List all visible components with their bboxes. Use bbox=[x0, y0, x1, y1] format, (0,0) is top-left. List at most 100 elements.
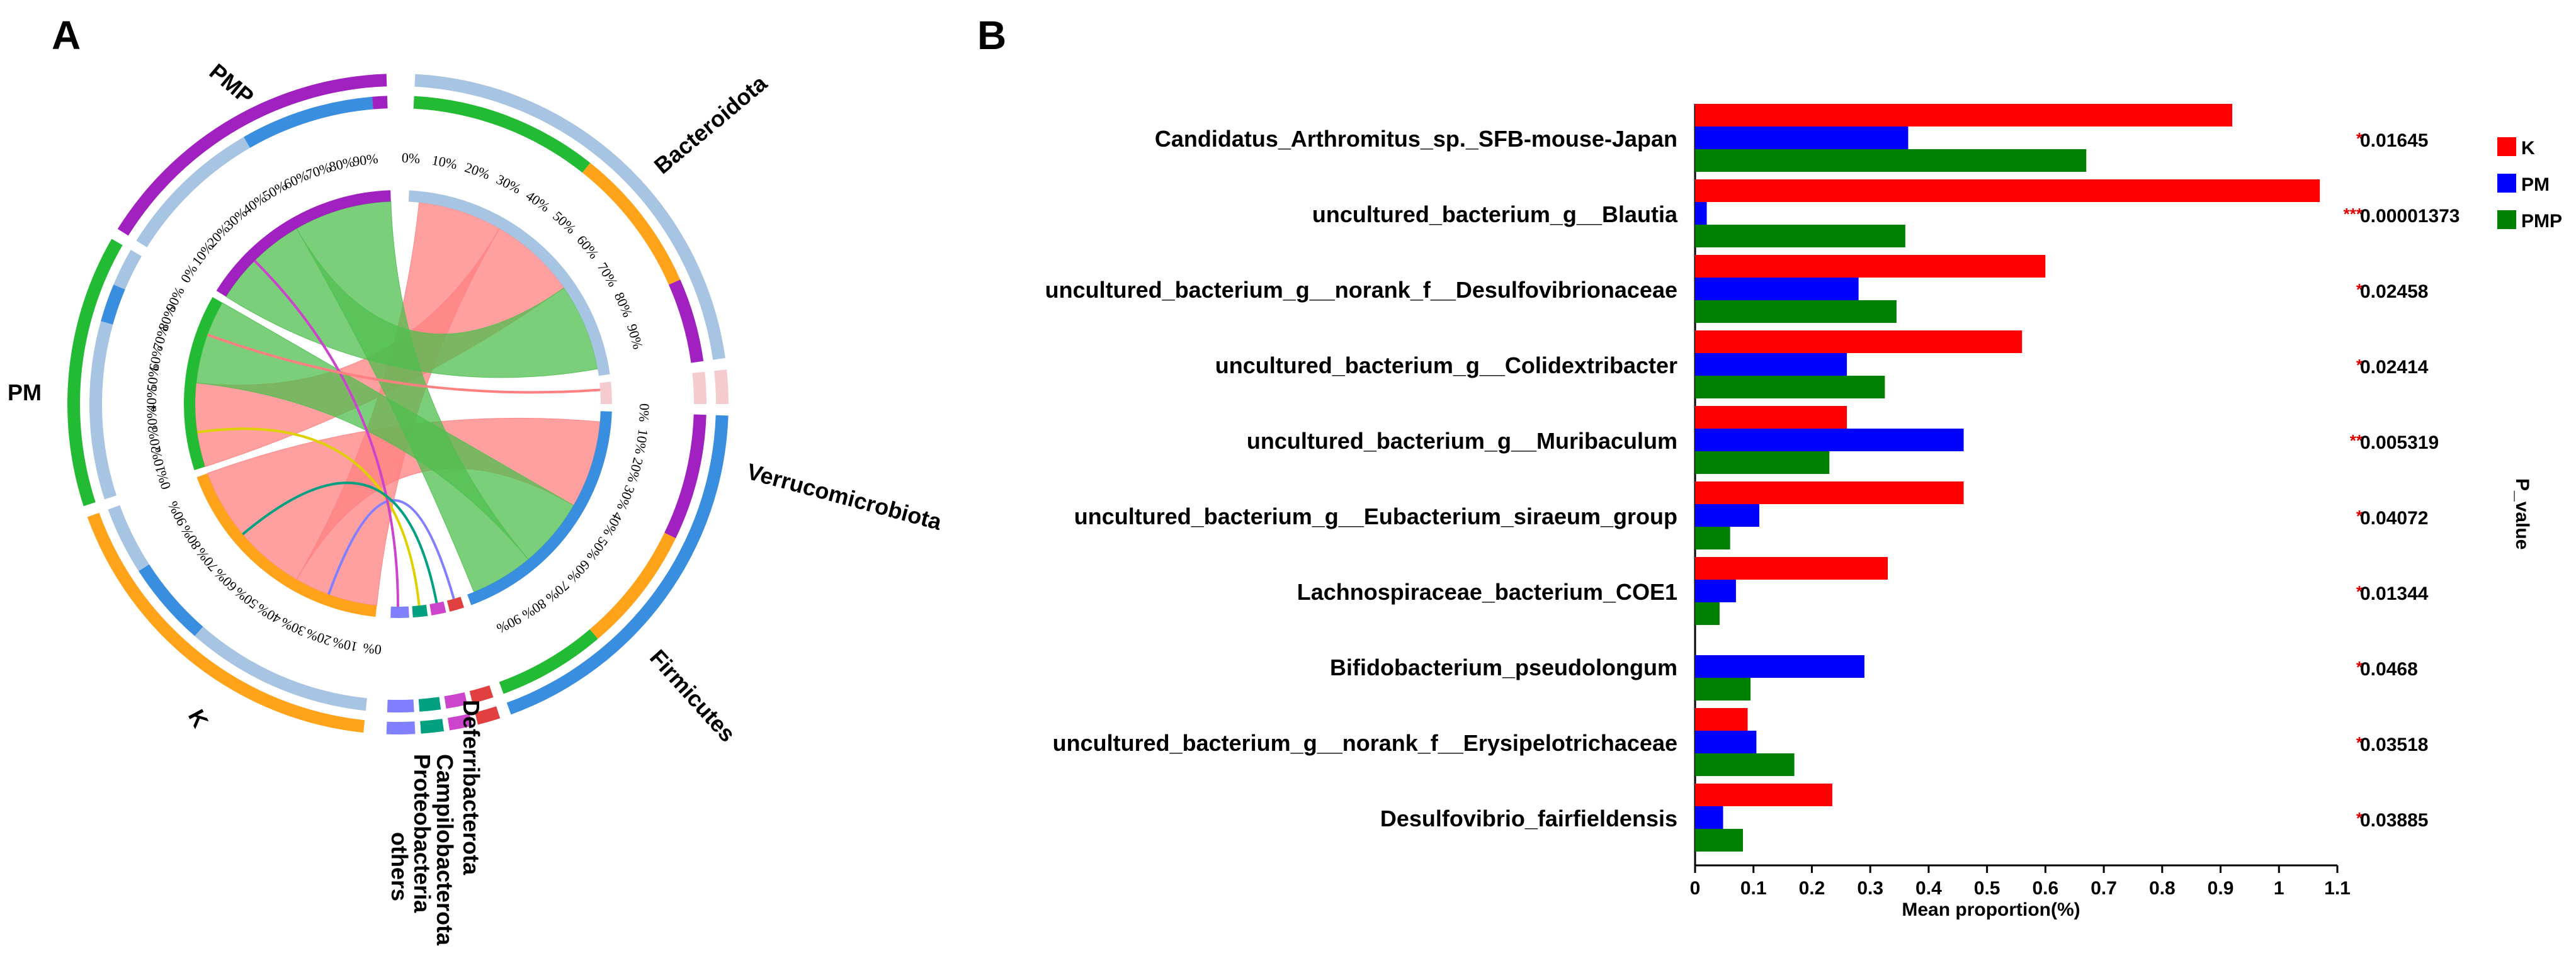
mid-ring-k-2 bbox=[108, 505, 149, 571]
percent-tick-firmicutes: 0% bbox=[636, 403, 652, 422]
percent-tick-pmp: 90% bbox=[352, 150, 379, 169]
bar-pm bbox=[1695, 353, 1847, 376]
bar-k bbox=[1695, 255, 2046, 278]
category-label: uncultured_bacterium_g__Blautia bbox=[1312, 201, 1678, 227]
bar-k bbox=[1695, 179, 2320, 202]
panel-b-letter: B bbox=[977, 13, 1006, 58]
bar-pmp bbox=[1695, 829, 1744, 852]
bar-k bbox=[1695, 406, 1847, 429]
chord-thin-link bbox=[242, 481, 438, 604]
percent-tick-bacteroidota: 10% bbox=[431, 152, 458, 172]
percent-tick-firmicutes: 70% bbox=[543, 578, 572, 606]
mid-ring-pm-2 bbox=[113, 250, 142, 290]
x-tick-label: 0.6 bbox=[2033, 878, 2059, 899]
significance-stars: * bbox=[2356, 356, 2363, 374]
inner-band-campilobacterota bbox=[429, 601, 446, 616]
percent-tick-bacteroidota: 60% bbox=[574, 232, 602, 262]
p-value: 0.0468 bbox=[2360, 659, 2418, 680]
category-label: uncultured_bacterium_g__norank_f__Desulf… bbox=[1045, 277, 1677, 303]
p-value: 0.02458 bbox=[2360, 281, 2428, 302]
panel-a-letter: A bbox=[52, 13, 81, 58]
x-tick-label: 0.9 bbox=[2208, 878, 2234, 899]
percent-tick-firmicutes: 30% bbox=[614, 483, 638, 513]
category-label: Candidatus_Arthromitus_sp._SFB-mouse-Jap… bbox=[1155, 126, 1677, 152]
mid-ring-pmp-0 bbox=[136, 137, 250, 247]
outer-ring-pm bbox=[67, 239, 123, 507]
inner-band-pm bbox=[184, 297, 223, 471]
x-axis-title: Mean proportion(%) bbox=[1902, 899, 2080, 920]
category-label: uncultured_bacterium_g__Eubacterium_sira… bbox=[1074, 503, 1677, 529]
chord-label-pm: PM bbox=[8, 380, 42, 405]
outer-ring-others bbox=[386, 721, 416, 734]
mid-ring-firmicutes-0 bbox=[664, 414, 706, 539]
chord-percent-ticks: 0%10%20%30%40%50%60%70%80%90%0%10%20%30%… bbox=[144, 150, 653, 658]
outer-ring-firmicutes bbox=[506, 415, 729, 715]
x-tick-label: 0.4 bbox=[1915, 878, 1942, 899]
x-tick-label: 1.1 bbox=[2324, 878, 2351, 899]
percent-tick-firmicutes: 60% bbox=[564, 557, 593, 587]
chord-thin-link bbox=[196, 427, 421, 606]
inner-band-deferribacterota bbox=[446, 597, 465, 612]
outer-ring-bacteroidota bbox=[414, 74, 725, 360]
percent-tick-bacteroidota: 80% bbox=[611, 290, 636, 320]
percent-tick-bacteroidota: 40% bbox=[523, 188, 553, 215]
mid-ring-bacteroidota-2 bbox=[669, 279, 704, 363]
percent-tick-pm: 20% bbox=[144, 426, 164, 454]
percent-tick-bacteroidota: 20% bbox=[463, 159, 492, 183]
legend-swatch-pm bbox=[2497, 174, 2516, 193]
inner-band-pmp bbox=[216, 190, 391, 297]
bar-pm bbox=[1695, 731, 1757, 753]
chord-label-bacteroidota: Bacteroidota bbox=[649, 70, 773, 179]
chord-label-pmp: PMP bbox=[205, 59, 259, 110]
bar-k bbox=[1695, 784, 1832, 806]
mid-ring-k-1 bbox=[139, 564, 203, 636]
significance-stars: * bbox=[2356, 809, 2363, 828]
mid-ring-verrucomicrobiota-0 bbox=[692, 371, 706, 404]
percent-tick-firmicutes: 10% bbox=[632, 428, 651, 456]
significance-stars: * bbox=[2356, 129, 2363, 148]
outer-ring-proteobacteria bbox=[420, 719, 445, 734]
percent-tick-k: 10% bbox=[331, 634, 360, 655]
p-value: 0.00001373 bbox=[2360, 206, 2460, 227]
significance-stars: * bbox=[2356, 582, 2363, 601]
chord-label-firmicutes: Firmicutes bbox=[645, 644, 740, 747]
category-label: Lachnospiraceae_bacterium_COE1 bbox=[1297, 579, 1677, 605]
legend-swatch-k bbox=[2497, 137, 2516, 156]
bar-pmp bbox=[1695, 149, 2087, 172]
chord-diagram: 0%10%20%30%40%50%60%70%80%90%0%10%20%30%… bbox=[8, 59, 945, 946]
percent-tick-firmicutes: 80% bbox=[519, 596, 549, 623]
chord-label-k: K bbox=[183, 706, 213, 732]
percent-tick-pm: 90% bbox=[162, 284, 188, 314]
legend-label-pmp: PMP bbox=[2521, 211, 2562, 232]
bar-k bbox=[1695, 481, 1964, 504]
bar-k bbox=[1695, 104, 2233, 127]
category-label: Desulfovibrio_fairfieldensis bbox=[1380, 806, 1677, 831]
bar-pm bbox=[1695, 202, 1707, 225]
significance-stars: * bbox=[2356, 280, 2363, 299]
chord-rings bbox=[67, 74, 729, 734]
x-tick-label: 1 bbox=[2274, 878, 2284, 899]
chord-thin-link bbox=[327, 499, 455, 600]
percent-tick-bacteroidota: 70% bbox=[594, 260, 621, 290]
mid-ring-campilobacterota-0 bbox=[444, 692, 468, 709]
percent-tick-k: 40% bbox=[254, 600, 283, 627]
inner-band-proteobacteria bbox=[412, 604, 428, 618]
bar-pmp bbox=[1695, 451, 1830, 474]
legend: K PM PMP bbox=[2497, 137, 2562, 232]
outer-ring-verrucomicrobiota bbox=[714, 369, 729, 404]
percent-tick-pm: 50% bbox=[144, 365, 162, 392]
p-value: 0.03885 bbox=[2360, 810, 2428, 831]
outer-ring-campilobacterota bbox=[447, 714, 473, 731]
p-value: 0.03518 bbox=[2360, 734, 2428, 755]
percent-tick-k: 0% bbox=[362, 640, 382, 658]
bar-k bbox=[1695, 708, 1748, 731]
percent-tick-firmicutes: 40% bbox=[600, 509, 626, 539]
percent-tick-bacteroidota: 90% bbox=[624, 322, 646, 351]
legend-label-k: K bbox=[2521, 138, 2535, 159]
percent-tick-bacteroidota: 50% bbox=[550, 208, 579, 237]
percent-tick-bacteroidota: 0% bbox=[401, 150, 421, 167]
bar-k bbox=[1695, 557, 1888, 580]
mid-ring-firmicutes-1 bbox=[589, 532, 676, 639]
bar-pm bbox=[1695, 504, 1759, 527]
